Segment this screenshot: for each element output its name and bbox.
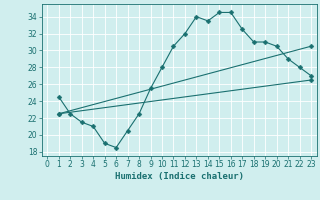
X-axis label: Humidex (Indice chaleur): Humidex (Indice chaleur) [115,172,244,181]
